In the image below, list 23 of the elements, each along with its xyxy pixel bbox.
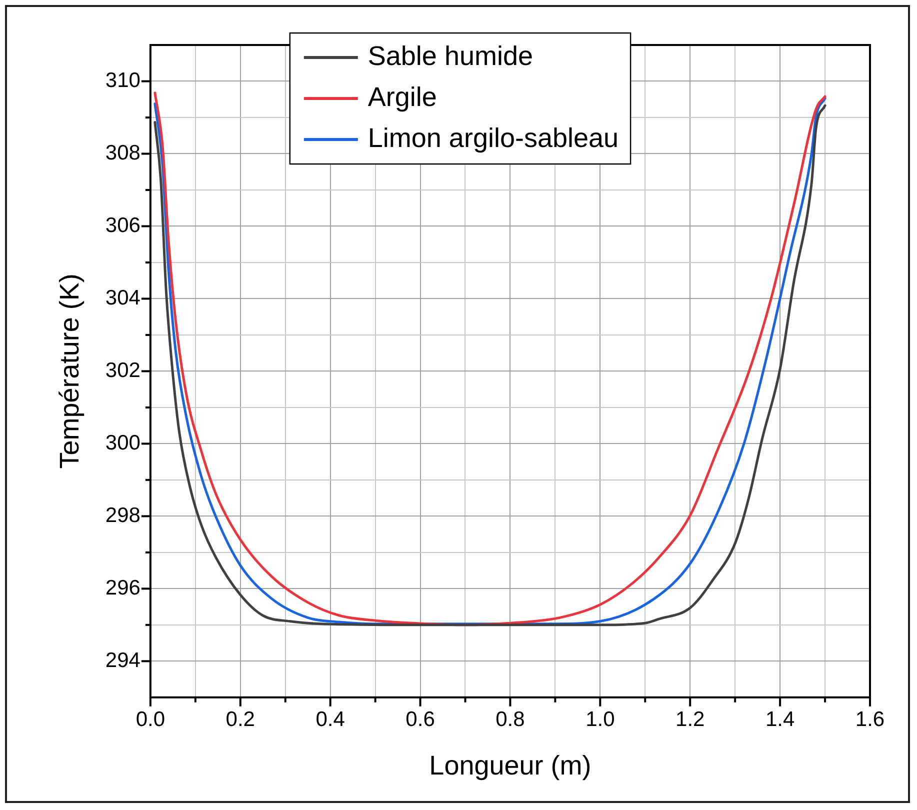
y-tick-label: 296 (105, 576, 140, 600)
x-tick-label: 0.0 (136, 708, 166, 731)
y-tick-label: 294 (105, 648, 141, 672)
x-axis-title: Longueur (m) (429, 750, 592, 780)
x-tick-label: 1.0 (586, 708, 615, 731)
y-tick-label: 308 (105, 142, 140, 165)
x-tick-label: 0.2 (226, 708, 255, 731)
x-tick-label: 1.2 (676, 708, 705, 731)
y-tick-label: 298 (105, 504, 140, 527)
legend-label: Argile (368, 82, 437, 112)
y-tick-label: 310 (105, 69, 140, 92)
legend-label: Sable humide (368, 40, 534, 71)
y-tick-label: 306 (105, 214, 140, 238)
x-tick-label: 0.6 (406, 708, 435, 731)
y-tick-label: 304 (105, 286, 141, 310)
legend-label: Limon argilo-sableau (368, 122, 619, 153)
y-axis-title: Température (K) (54, 274, 85, 469)
x-tick-label: 0.4 (316, 708, 346, 731)
x-tick-label: 1.6 (855, 708, 885, 731)
y-tick-label: 302 (105, 358, 140, 382)
y-tick-label: 300 (105, 431, 140, 454)
x-tick-label: 0.8 (496, 708, 525, 731)
x-tick-label: 1.4 (765, 708, 795, 731)
